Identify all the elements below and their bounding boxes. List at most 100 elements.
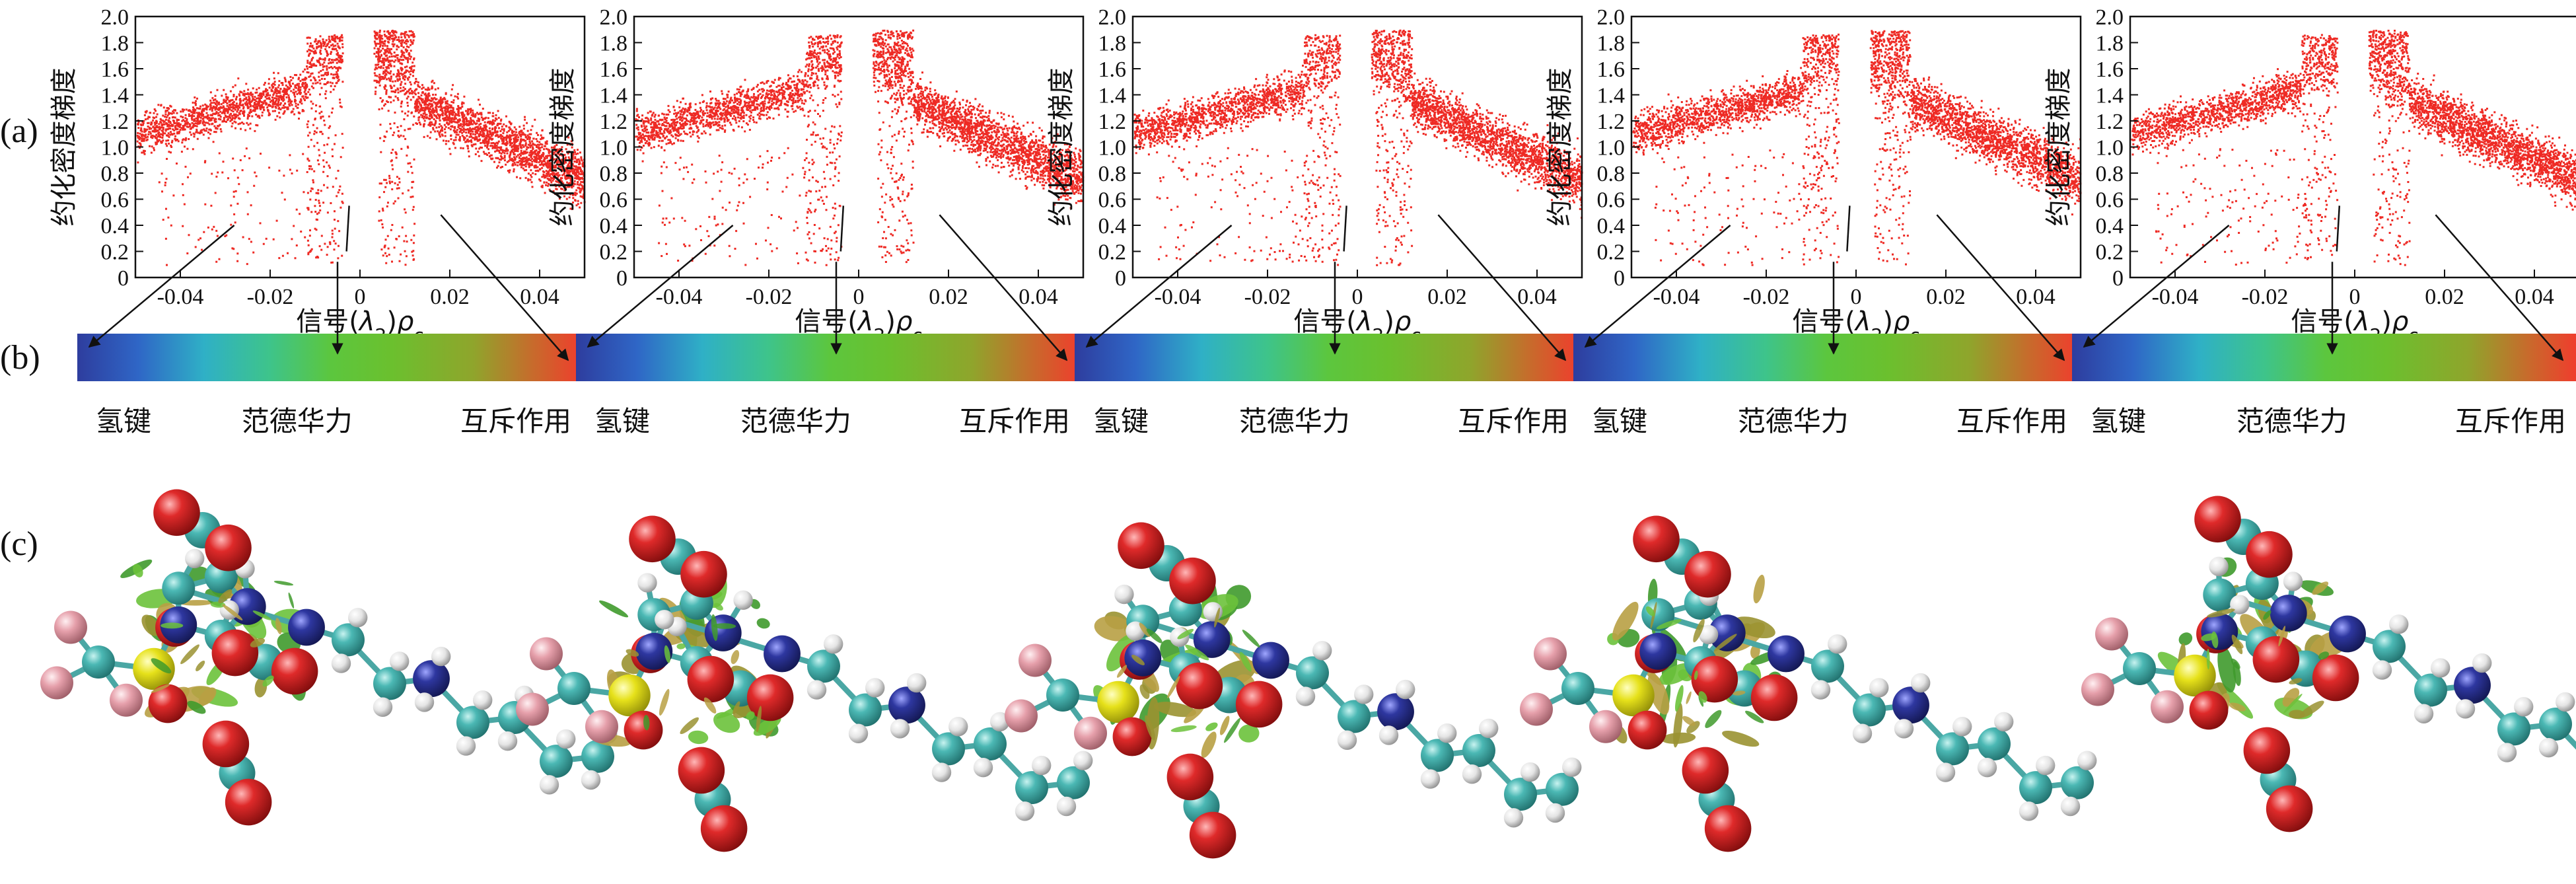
panel-label-b: (b) xyxy=(0,339,40,377)
caption-repulsion: 互斥作用 xyxy=(1458,405,1569,437)
atom-H xyxy=(1354,684,1374,704)
x-tick-label: 0 xyxy=(1851,285,1862,309)
y-axis-label: 约化密度梯度 xyxy=(1046,68,1077,227)
atom-C xyxy=(1338,700,1371,733)
caption-hydrogen-bond: 氢键 xyxy=(1592,405,1647,437)
atom-O xyxy=(1682,747,1729,794)
atom-H xyxy=(2556,692,2575,712)
y-tick-label: 1.2 xyxy=(101,110,129,134)
panel-label-c: (c) xyxy=(0,525,38,563)
y-tick-label: 1.6 xyxy=(2096,57,2124,82)
zero-marker xyxy=(1343,205,1347,252)
y-tick-label: 0.6 xyxy=(2096,188,2124,213)
y-tick-label: 1.4 xyxy=(1098,84,1127,108)
x-tick-label: -0.04 xyxy=(1653,285,1700,309)
caption-vdw: 范德华力 xyxy=(242,405,353,437)
atom-C xyxy=(581,739,614,773)
molecule-rendering-3 xyxy=(1005,522,1582,859)
y-tick-label: 0.2 xyxy=(2096,240,2124,265)
y-tick-label: 0 xyxy=(616,266,627,291)
y-tick-label: 1.2 xyxy=(1597,110,1626,134)
isosurface-blob xyxy=(599,600,629,618)
atom-H xyxy=(1977,758,1997,778)
atom-N xyxy=(1768,635,1805,673)
y-tick-label: 1.8 xyxy=(2096,32,2124,56)
y-tick-label: 1.8 xyxy=(1098,32,1127,56)
isosurface-streak xyxy=(1656,619,1682,630)
atom-C xyxy=(540,745,573,778)
atom-H xyxy=(556,729,576,749)
caption-hydrogen-bond: 氢键 xyxy=(1093,405,1149,437)
isosurface-blob xyxy=(2282,688,2300,707)
arrow-hydrogen-bond xyxy=(1085,225,1233,348)
y-tick-label: 0 xyxy=(118,266,129,291)
atom-O xyxy=(205,524,252,571)
atom-C xyxy=(807,649,840,683)
isosurface-streak xyxy=(1145,715,1155,741)
atom-S xyxy=(2174,654,2216,697)
atom-O xyxy=(2252,636,2300,683)
isosurface-blob xyxy=(1201,731,1217,758)
atom-H xyxy=(1521,762,1540,782)
y-tick-label: 2.0 xyxy=(101,5,129,30)
atom-N xyxy=(288,608,325,646)
isosurface-streak xyxy=(1139,622,1151,638)
x-tick-label: -0.02 xyxy=(247,285,294,309)
isosurface-streak xyxy=(713,603,723,611)
atom-H xyxy=(1911,673,1931,693)
atom-H xyxy=(1479,718,1499,739)
atom-C xyxy=(1057,766,1090,799)
atom-H xyxy=(1337,730,1357,750)
x-axis-label: 信号(λ2)ρc xyxy=(1792,307,1920,346)
atom-C xyxy=(1462,734,1495,767)
y-tick-label: 0.4 xyxy=(2096,214,2124,239)
atom-F xyxy=(516,692,549,726)
isosurface-streak xyxy=(151,658,172,674)
atom-H xyxy=(390,651,410,671)
isosurface-streak xyxy=(1713,634,1737,651)
isosurface-blob xyxy=(1205,722,1218,731)
y-tick-label: 2.0 xyxy=(2096,5,2124,30)
molecule-rendering-5 xyxy=(2081,496,2576,832)
x-tick-label: 0.04 xyxy=(520,285,559,309)
atom-O xyxy=(2246,531,2293,578)
caption-repulsion: 互斥作用 xyxy=(959,405,1070,437)
atom-F xyxy=(2095,617,2128,651)
isosurface-streak xyxy=(2207,608,2235,618)
isosurface-streak xyxy=(2318,651,2330,660)
x-tick-label: -0.04 xyxy=(157,285,204,309)
isosurface-blob xyxy=(1184,704,1205,723)
atom-H xyxy=(1437,723,1457,743)
atom-F xyxy=(1005,699,1038,733)
isosurface-streak xyxy=(2283,694,2303,714)
atom-H xyxy=(1935,762,1956,782)
y-tick-label: 0.8 xyxy=(101,162,129,186)
y-axis-label: 约化密度梯度 xyxy=(1545,68,1575,227)
panel-label-a: (a) xyxy=(0,112,38,150)
atom-O xyxy=(629,515,676,563)
isosurface-streak xyxy=(1733,690,1746,696)
atom-N xyxy=(1639,632,1677,670)
x-tick-label: 0.04 xyxy=(2515,285,2554,309)
atom-N xyxy=(764,635,801,673)
atom-C xyxy=(1811,649,1844,683)
atom-H xyxy=(1869,678,1889,698)
isosurface-streak xyxy=(1167,676,1180,698)
atom-H xyxy=(2019,801,2039,821)
isosurface-streak xyxy=(252,610,272,620)
y-tick-label: 1.0 xyxy=(1098,136,1127,161)
atom-O xyxy=(271,647,318,695)
isosurface-streak xyxy=(2206,648,2210,670)
isosurface-blob xyxy=(187,700,206,714)
isosurface-streak xyxy=(703,697,717,714)
atom-H xyxy=(655,610,674,630)
isosurface-streak xyxy=(731,649,740,665)
isosurface-streak xyxy=(1170,725,1197,733)
atom-H xyxy=(637,573,657,593)
color-bar xyxy=(1573,334,2081,381)
atom-O xyxy=(1176,662,1223,710)
atom-O xyxy=(1691,655,1738,703)
atom-N xyxy=(888,686,925,724)
isosurface-streak xyxy=(218,589,233,604)
isosurface-blob xyxy=(1219,716,1230,735)
